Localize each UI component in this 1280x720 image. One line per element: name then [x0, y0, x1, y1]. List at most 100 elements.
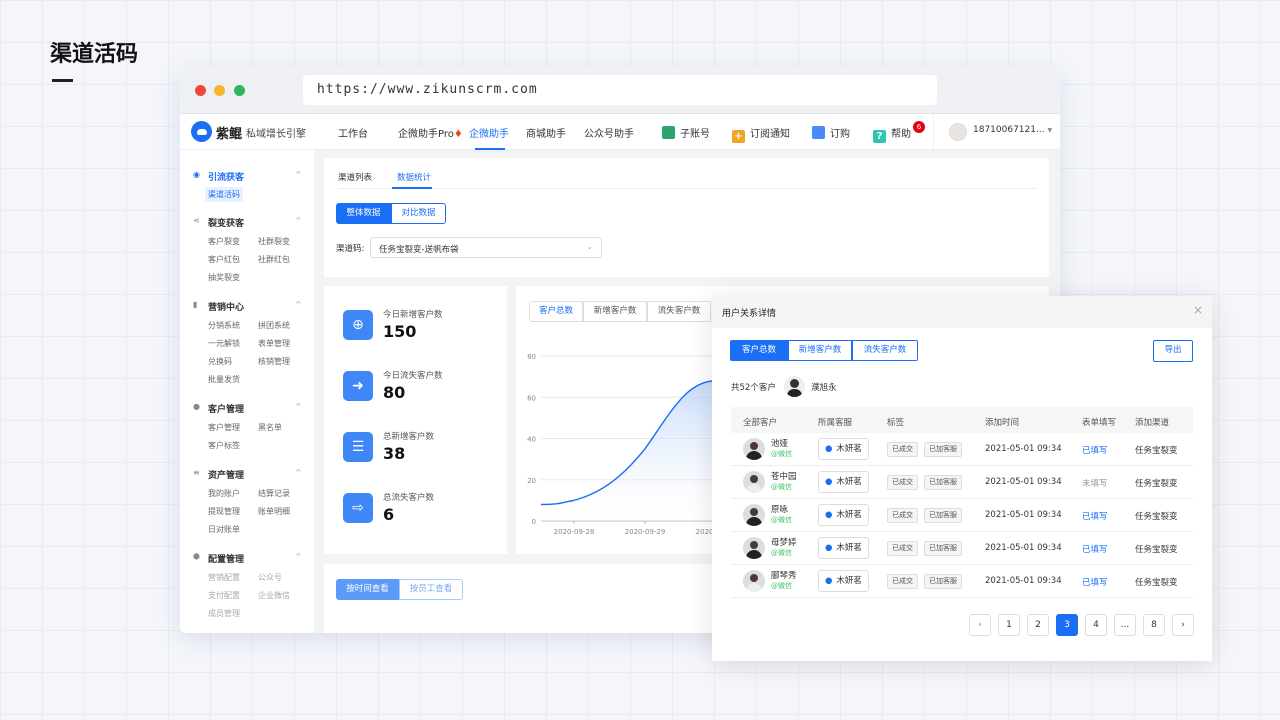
sidebar-item[interactable]: 批量发货: [208, 375, 240, 384]
chart-tab-new[interactable]: 新增客户数: [583, 301, 647, 322]
chevron-up-icon[interactable]: ^: [295, 402, 302, 411]
view-by-staff[interactable]: 按员工查看: [399, 579, 463, 600]
sidebar-item[interactable]: 支付配置: [208, 591, 240, 600]
sidebar-item[interactable]: 社群裂变: [258, 237, 290, 246]
channel-label: 渠道码:: [336, 244, 365, 254]
agent-chip[interactable]: ● 木妍茗: [818, 537, 869, 559]
modal-tab-lost[interactable]: 流失客户数: [852, 340, 918, 361]
account-avatar[interactable]: [949, 123, 967, 141]
page-button[interactable]: ...: [1114, 614, 1136, 636]
chevron-up-icon[interactable]: ^: [295, 552, 302, 561]
modal-tab-total[interactable]: 客户总数: [730, 340, 788, 361]
table-row[interactable]: 郦琴秀 @微信 ● 木妍茗 已成交 已加客服 2021-05-01 09:34 已填写 任务宝裂…: [731, 565, 1193, 598]
sidebar-item[interactable]: 兑换码: [208, 357, 232, 366]
agent-chip[interactable]: ● 木妍茗: [818, 471, 869, 493]
sidebar-item[interactable]: 渠道活码: [205, 187, 243, 202]
maximize-window-button[interactable]: [234, 85, 245, 96]
sidebar-item[interactable]: 营销配置: [208, 573, 240, 582]
sidebar-item[interactable]: 企业微信: [258, 591, 290, 600]
nav-order[interactable]: 订购: [812, 125, 850, 140]
customer-name: 池娅: [771, 439, 789, 449]
chart-tab-total[interactable]: 客户总数: [529, 301, 583, 322]
form-status[interactable]: 已填写: [1082, 512, 1108, 522]
sidebar-group-title[interactable]: 客户管理: [208, 405, 245, 415]
sidebar-group-title[interactable]: 引流获客: [208, 173, 245, 183]
modal-tab-new[interactable]: 新增客户数: [788, 340, 852, 361]
close-icon[interactable]: ×: [1193, 303, 1204, 317]
sidebar-item[interactable]: 社群红包: [258, 255, 290, 264]
chevron-up-icon[interactable]: ^: [295, 216, 302, 225]
chevron-up-icon[interactable]: ^: [295, 300, 302, 309]
nav-sub-account[interactable]: 子账号: [662, 125, 710, 140]
sidebar-item[interactable]: 黑名单: [258, 423, 282, 432]
table-row[interactable]: 池娅 @微信 ● 木妍茗 已成交 已加客服 2021-05-01 09:34 已填写 任务宝裂变: [731, 433, 1193, 466]
sidebar-item[interactable]: 成员管理: [208, 609, 240, 618]
sidebar-item[interactable]: 客户裂变: [208, 237, 240, 246]
sidebar-item[interactable]: 提现管理: [208, 507, 240, 516]
chevron-up-icon[interactable]: ^: [295, 170, 302, 179]
nav-mall[interactable]: 商城助手: [526, 129, 566, 140]
sidebar-item[interactable]: 核销管理: [258, 357, 290, 366]
export-button[interactable]: 导出: [1153, 340, 1193, 362]
nav-help[interactable]: ? 帮助: [873, 125, 911, 143]
segment-compare[interactable]: 对比数据: [391, 203, 446, 224]
nav-wecom-pro[interactable]: 企微助手Pro♦: [398, 125, 463, 140]
table-row[interactable]: 苍中园 @微信 ● 木妍茗 已成交 已加客服 2021-05-01 09:34 未填写 任务宝裂…: [731, 466, 1193, 499]
page-button[interactable]: 2: [1027, 614, 1049, 636]
page-button[interactable]: 3: [1056, 614, 1078, 636]
sidebar-item[interactable]: 日对账单: [208, 525, 240, 534]
sidebar-group-title[interactable]: 营销中心: [208, 303, 245, 313]
sidebar-group-title[interactable]: 裂变获客: [208, 219, 245, 229]
sidebar-item[interactable]: 表单管理: [258, 339, 290, 348]
agent-chip[interactable]: ● 木妍茗: [818, 570, 869, 592]
close-window-button[interactable]: [195, 85, 206, 96]
sidebar-item[interactable]: 客户管理: [208, 423, 240, 432]
x-tick-label: 2020-09-29: [625, 528, 666, 536]
form-status[interactable]: 已填写: [1082, 545, 1108, 555]
form-status[interactable]: 已填写: [1082, 446, 1108, 456]
page-button[interactable]: 1: [998, 614, 1020, 636]
segment-overall[interactable]: 整体数据: [336, 203, 391, 224]
sidebar-group-title[interactable]: 配置管理: [208, 555, 245, 565]
form-status[interactable]: 已填写: [1082, 578, 1108, 588]
sidebar-item[interactable]: 我的账户: [208, 489, 240, 498]
user-icon: ●: [825, 510, 833, 520]
sidebar-item[interactable]: 拼团系统: [258, 321, 290, 330]
tab-channel-list[interactable]: 渠道列表: [338, 173, 373, 183]
sidebar-group-title[interactable]: 资产管理: [208, 471, 245, 481]
agent-name: 木妍茗: [836, 576, 862, 586]
agent-chip[interactable]: ● 木妍茗: [818, 504, 869, 526]
url-bar[interactable]: https://www.zikunscrm.com: [303, 75, 937, 105]
chart-tab-lost[interactable]: 流失客户数: [647, 301, 711, 322]
channel-select[interactable]: 任务宝裂变-送帆布袋 ⌄: [370, 237, 602, 258]
column-header: 全部客户: [743, 418, 778, 428]
add-channel: 任务宝裂变: [1135, 545, 1178, 555]
prev-page-button[interactable]: ‹: [969, 614, 991, 636]
sidebar-item[interactable]: 抽奖裂变: [208, 273, 240, 282]
next-page-button[interactable]: ›: [1172, 614, 1194, 636]
nav-subscribe-notice[interactable]: + 订阅通知: [732, 125, 790, 143]
account-menu[interactable]: 18710067121... ▼: [973, 125, 1052, 135]
chevron-up-icon[interactable]: ^: [295, 468, 302, 477]
nav-wecom-assistant[interactable]: 企微助手: [469, 129, 509, 140]
page-button[interactable]: 8: [1143, 614, 1165, 636]
nav-official-account[interactable]: 公众号助手: [584, 129, 634, 140]
sidebar-item[interactable]: 结算记录: [258, 489, 290, 498]
sidebar-item[interactable]: 一元解锁: [208, 339, 240, 348]
agent-chip[interactable]: ● 木妍茗: [818, 438, 869, 460]
view-by-time[interactable]: 按时间查看: [336, 579, 399, 600]
page-button[interactable]: 4: [1085, 614, 1107, 636]
nav-label: 企微助手Pro: [398, 129, 454, 140]
page-title: 渠道活码: [50, 42, 139, 67]
tab-data-stats[interactable]: 数据统计: [397, 173, 432, 183]
sidebar-item[interactable]: 公众号: [258, 573, 282, 582]
nav-workbench[interactable]: 工作台: [338, 129, 368, 140]
sidebar-item[interactable]: 分销系统: [208, 321, 240, 330]
table-row[interactable]: 母梦婷 @微信 ● 木妍茗 已成交 已加客服 2021-05-01 09:34 已填写 任务宝裂…: [731, 532, 1193, 565]
table-row[interactable]: 原咏 @微信 ● 木妍茗 已成交 已加客服 2021-05-01 09:34 已填写 任务宝裂变: [731, 499, 1193, 532]
title-underline: [52, 79, 73, 82]
sidebar-item[interactable]: 客户红包: [208, 255, 240, 264]
sidebar-item[interactable]: 客户标签: [208, 441, 240, 450]
sidebar-item[interactable]: 账单明细: [258, 507, 290, 516]
minimize-window-button[interactable]: [214, 85, 225, 96]
